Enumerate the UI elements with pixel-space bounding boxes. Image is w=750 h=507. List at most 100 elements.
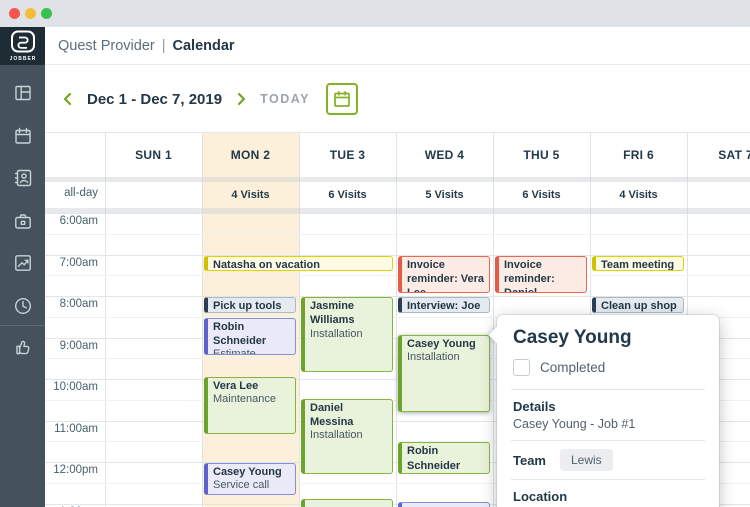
app-name: Quest Provider [58,37,155,54]
day-header: SUN 1 [135,148,172,162]
event-title: Clean up shop [601,300,677,312]
allday-row-label: all-day [64,187,98,199]
sidebar-item-dashboard[interactable] [0,76,45,110]
popup-divider [511,479,705,480]
time-label: 1:00pm [45,506,98,507]
gridline-half-hour [45,275,750,277]
dashboard-icon [14,85,31,101]
calendar-event[interactable]: Robin SchneiderMaintenance [398,442,490,474]
chevron-right-icon [237,92,246,106]
event-subtitle: Installation [310,327,363,340]
day-header: MON 2 [230,148,271,162]
gridline-vertical [299,133,300,507]
allday-visit-count: 6 Visits [328,189,367,201]
calendar-event[interactable]: Jasmine Williams Installation [301,297,393,373]
event-title: Team meeting [601,258,675,271]
prev-week-button[interactable] [57,88,79,110]
calendar-event[interactable]: Daniel Messina Installation [301,398,393,474]
calendar-event[interactable]: Robin Schneider Estimate [204,317,296,355]
calendar-event[interactable]: Casey Young Installation [398,335,490,412]
team-section: Team Lewis [497,441,719,479]
calendar-event[interactable] [301,498,393,507]
sidebar-item-reports[interactable] [0,246,45,280]
gridline-hour [45,462,750,463]
calendar-event[interactable]: Casey Young Service call [204,463,296,495]
gridline-hour [45,503,750,505]
close-button[interactable] [9,8,20,19]
gridline-hour [45,296,750,297]
event-subtitle: Installation [407,351,460,364]
event-popup: Casey Young Completed Details Casey Youn… [488,315,719,507]
event-title: Invoice reminder: Daniel Messina [504,258,555,292]
gridline-half-hour [45,233,750,235]
time-label: 12:00pm [53,464,98,476]
gridline-half-hour [45,316,750,318]
gridline-hour [45,213,750,214]
team-badge: Lewis [560,449,613,471]
header-divider-band [45,177,750,182]
time-label: 8:00am [59,298,98,310]
page-title: Calendar [172,37,235,54]
jobber-logo[interactable]: JOBBER [0,27,45,65]
calendar-event[interactable]: Interview: Joe [398,297,490,313]
calendar-event[interactable]: Clean up shop [592,297,684,313]
day-header: WED 4 [424,148,465,162]
app-header: Quest Provider | Calendar [45,27,750,65]
sidebar [0,65,45,507]
gridline-hour [45,254,750,256]
calendar-toolbar: Dec 1 - Dec 7, 2019 TODAY [45,66,750,132]
sidebar-item-timesheets[interactable] [0,289,45,323]
jobber-logo-icon: JOBBER [10,30,36,62]
contacts-icon [14,169,31,187]
gridline-hour [45,379,750,380]
calendar-event[interactable]: Team meeting [592,255,684,272]
title-separator: | [161,37,166,54]
time-label: 7:00am [59,256,98,269]
popup-title: Casey Young [513,327,632,348]
calendar-event[interactable] [398,501,490,507]
calendar-icon [14,127,31,144]
today-button[interactable]: TODAY [260,92,310,106]
details-label: Details [513,399,556,414]
gridline-half-hour [45,399,750,401]
calendar-event[interactable]: Vera Lee Maintenance [204,376,296,434]
svg-text:JOBBER: JOBBER [10,56,36,62]
sidebar-item-feedback[interactable] [0,330,45,364]
event-title: Vera Lee [213,379,259,392]
calendar-event[interactable]: Pick up tools [204,297,296,313]
chevron-left-icon [63,92,72,106]
location-label: Location [513,489,568,504]
event-title: Jasmine Williams [310,300,355,327]
time-label: 10:00am [53,381,98,393]
gridline-hour [45,420,750,422]
date-range-label: Dec 1 - Dec 7, 2019 [87,90,223,108]
zoom-button[interactable] [41,8,52,19]
sidebar-item-schedule[interactable] [0,119,45,153]
sidebar-item-clients[interactable] [0,161,45,195]
allday-visit-count: 4 Visits [619,189,658,201]
completed-checkbox[interactable] [513,359,530,376]
next-week-button[interactable] [230,88,252,110]
sidebar-item-work[interactable] [0,204,45,238]
event-subtitle: Service call [213,479,270,492]
calendar-event[interactable]: Invoice reminder: Daniel Messina [495,255,587,293]
calendar-event[interactable]: Natasha on vacation [204,255,393,272]
week-calendar-grid[interactable]: SUN 1 MON 2 4 Visits TUE 3 6 Visits WED 4 5 Vi… [45,132,750,507]
minimize-button[interactable] [25,8,36,19]
gridline-half-hour [45,482,750,484]
details-section: Details Casey Young - Job #1 [497,390,719,440]
event-title: Invoice reminder: Vera Lee [407,258,485,292]
day-header: SAT 7 [718,148,750,162]
calendar-event[interactable]: Invoice reminder: Vera Lee [398,255,490,293]
popup-divider [511,440,705,441]
window-titlebar [0,0,750,27]
gridline-half-hour [45,358,750,360]
popup-divider [511,389,705,390]
allday-visit-count: 5 Visits [425,189,464,201]
gridline-vertical [396,133,397,507]
date-picker-button[interactable] [325,83,358,115]
day-header: TUE 3 [329,148,366,162]
chart-icon [14,255,31,271]
gridline-half-hour [45,441,750,443]
